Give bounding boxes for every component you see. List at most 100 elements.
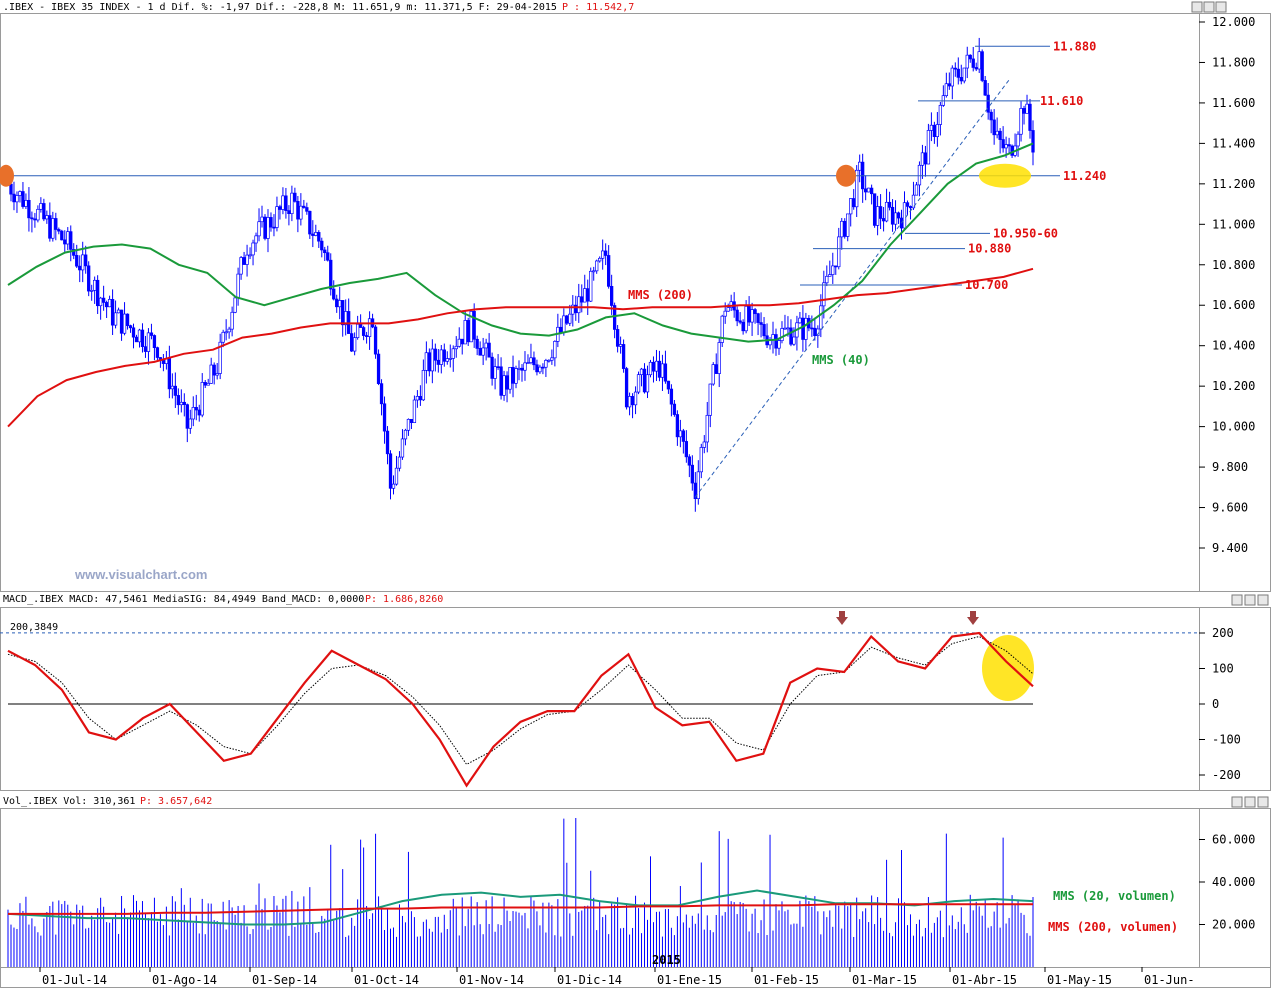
maximize-icon[interactable] <box>1203 1 1215 13</box>
candle-body <box>90 290 94 292</box>
price-y-tick-label: 10.200 <box>1212 379 1255 393</box>
volume-last: P: 3.657,642 <box>140 796 212 807</box>
macd-plot: 200,3849 <box>0 611 1199 788</box>
close-icon[interactable] <box>1257 594 1269 606</box>
candle-body <box>983 80 987 96</box>
candle-body <box>729 301 733 308</box>
candle-body <box>430 348 434 372</box>
candle-body <box>36 208 40 221</box>
candle-body <box>720 315 724 343</box>
candle-body <box>487 342 491 358</box>
candle-body <box>320 240 324 251</box>
candle-body <box>869 187 874 195</box>
candle-body <box>804 317 808 340</box>
candle-body <box>893 212 898 225</box>
close-icon[interactable] <box>1215 1 1227 13</box>
minimize-icon[interactable] <box>1231 594 1243 606</box>
candle-body <box>481 347 485 356</box>
candle-body <box>672 403 677 415</box>
candle-body <box>442 349 446 362</box>
candle-body <box>759 322 763 325</box>
candle-body <box>382 403 387 432</box>
maximize-icon[interactable] <box>1244 594 1256 606</box>
candle-body <box>828 274 832 277</box>
time-axis <box>0 967 1271 988</box>
candle-body <box>956 68 960 78</box>
mms40-line <box>7 142 1034 343</box>
candle-body <box>798 317 802 324</box>
candle-body <box>711 364 715 385</box>
candle-body <box>101 297 106 303</box>
maximize-icon[interactable] <box>1244 796 1256 808</box>
candle-body <box>27 199 31 219</box>
candle-body <box>131 327 136 338</box>
candle-body <box>439 349 443 365</box>
candle-body <box>890 206 895 225</box>
candle-body <box>412 399 417 423</box>
candle-body <box>69 231 73 250</box>
candle-body <box>726 307 730 312</box>
macd-window-buttons[interactable] <box>1231 594 1269 606</box>
candle-body <box>350 333 354 352</box>
vol-y-tick-label: 20.000 <box>1212 918 1255 932</box>
candle-body <box>427 352 432 372</box>
candle-body <box>230 311 234 330</box>
candle-body <box>78 265 82 271</box>
candle-body <box>935 124 940 137</box>
candle-body <box>317 232 321 242</box>
candle-body <box>155 347 160 358</box>
candle-body <box>690 464 694 484</box>
candle-body <box>538 366 542 373</box>
candle-body <box>574 304 578 314</box>
candle-body <box>403 429 408 440</box>
candle-body <box>962 67 966 82</box>
candle-body <box>866 187 871 193</box>
candle-body <box>1022 108 1026 114</box>
candle-body <box>48 215 52 239</box>
candle-body <box>801 317 805 340</box>
candle-body <box>520 367 524 371</box>
vol-mms200-line <box>8 903 1033 915</box>
volume-window-buttons[interactable] <box>1231 796 1269 808</box>
minimize-icon[interactable] <box>1191 1 1203 13</box>
candle-body <box>15 195 19 203</box>
candle-body <box>385 430 390 455</box>
candle-body <box>756 313 760 323</box>
candle-body <box>57 229 61 232</box>
candle-body <box>723 310 727 317</box>
candle-body <box>908 206 913 209</box>
candle-body <box>239 257 243 275</box>
close-icon[interactable] <box>1257 796 1269 808</box>
price-y-tick-label: 9.800 <box>1212 460 1248 474</box>
x-tick-label: 01-Feb-15 <box>754 973 819 987</box>
macd-signal-line <box>7 635 1034 766</box>
candle-body <box>454 345 458 350</box>
candle-body <box>541 366 545 369</box>
candle-body <box>553 341 557 359</box>
x-tick-label: 01-Dic-14 <box>557 973 622 987</box>
candle-body <box>203 382 207 386</box>
price-title: .IBEX - IBEX 35 INDEX - 1 d Dif. %: -1,9… <box>3 2 557 13</box>
candle-body <box>747 305 751 323</box>
level-label: 11.240 <box>1063 169 1106 183</box>
candle-body <box>373 326 378 355</box>
price-window-buttons[interactable] <box>1191 1 1227 13</box>
candle-body <box>609 285 614 306</box>
price-last: P : 11.542,7 <box>562 2 634 13</box>
candle-body <box>738 320 742 323</box>
candle-body <box>478 348 482 356</box>
macd-axis-panel <box>1199 607 1271 791</box>
candle-body <box>562 315 566 333</box>
candle-body <box>825 275 829 284</box>
candle-body <box>678 430 683 438</box>
candle-body <box>236 273 240 299</box>
candle-body <box>950 67 954 87</box>
candle-body <box>269 217 273 228</box>
candle-body <box>448 358 452 360</box>
candle-body <box>651 361 656 372</box>
minimize-icon[interactable] <box>1231 796 1243 808</box>
candle-body <box>323 249 327 254</box>
pivot-marker <box>0 164 14 187</box>
candle-body <box>149 332 154 336</box>
